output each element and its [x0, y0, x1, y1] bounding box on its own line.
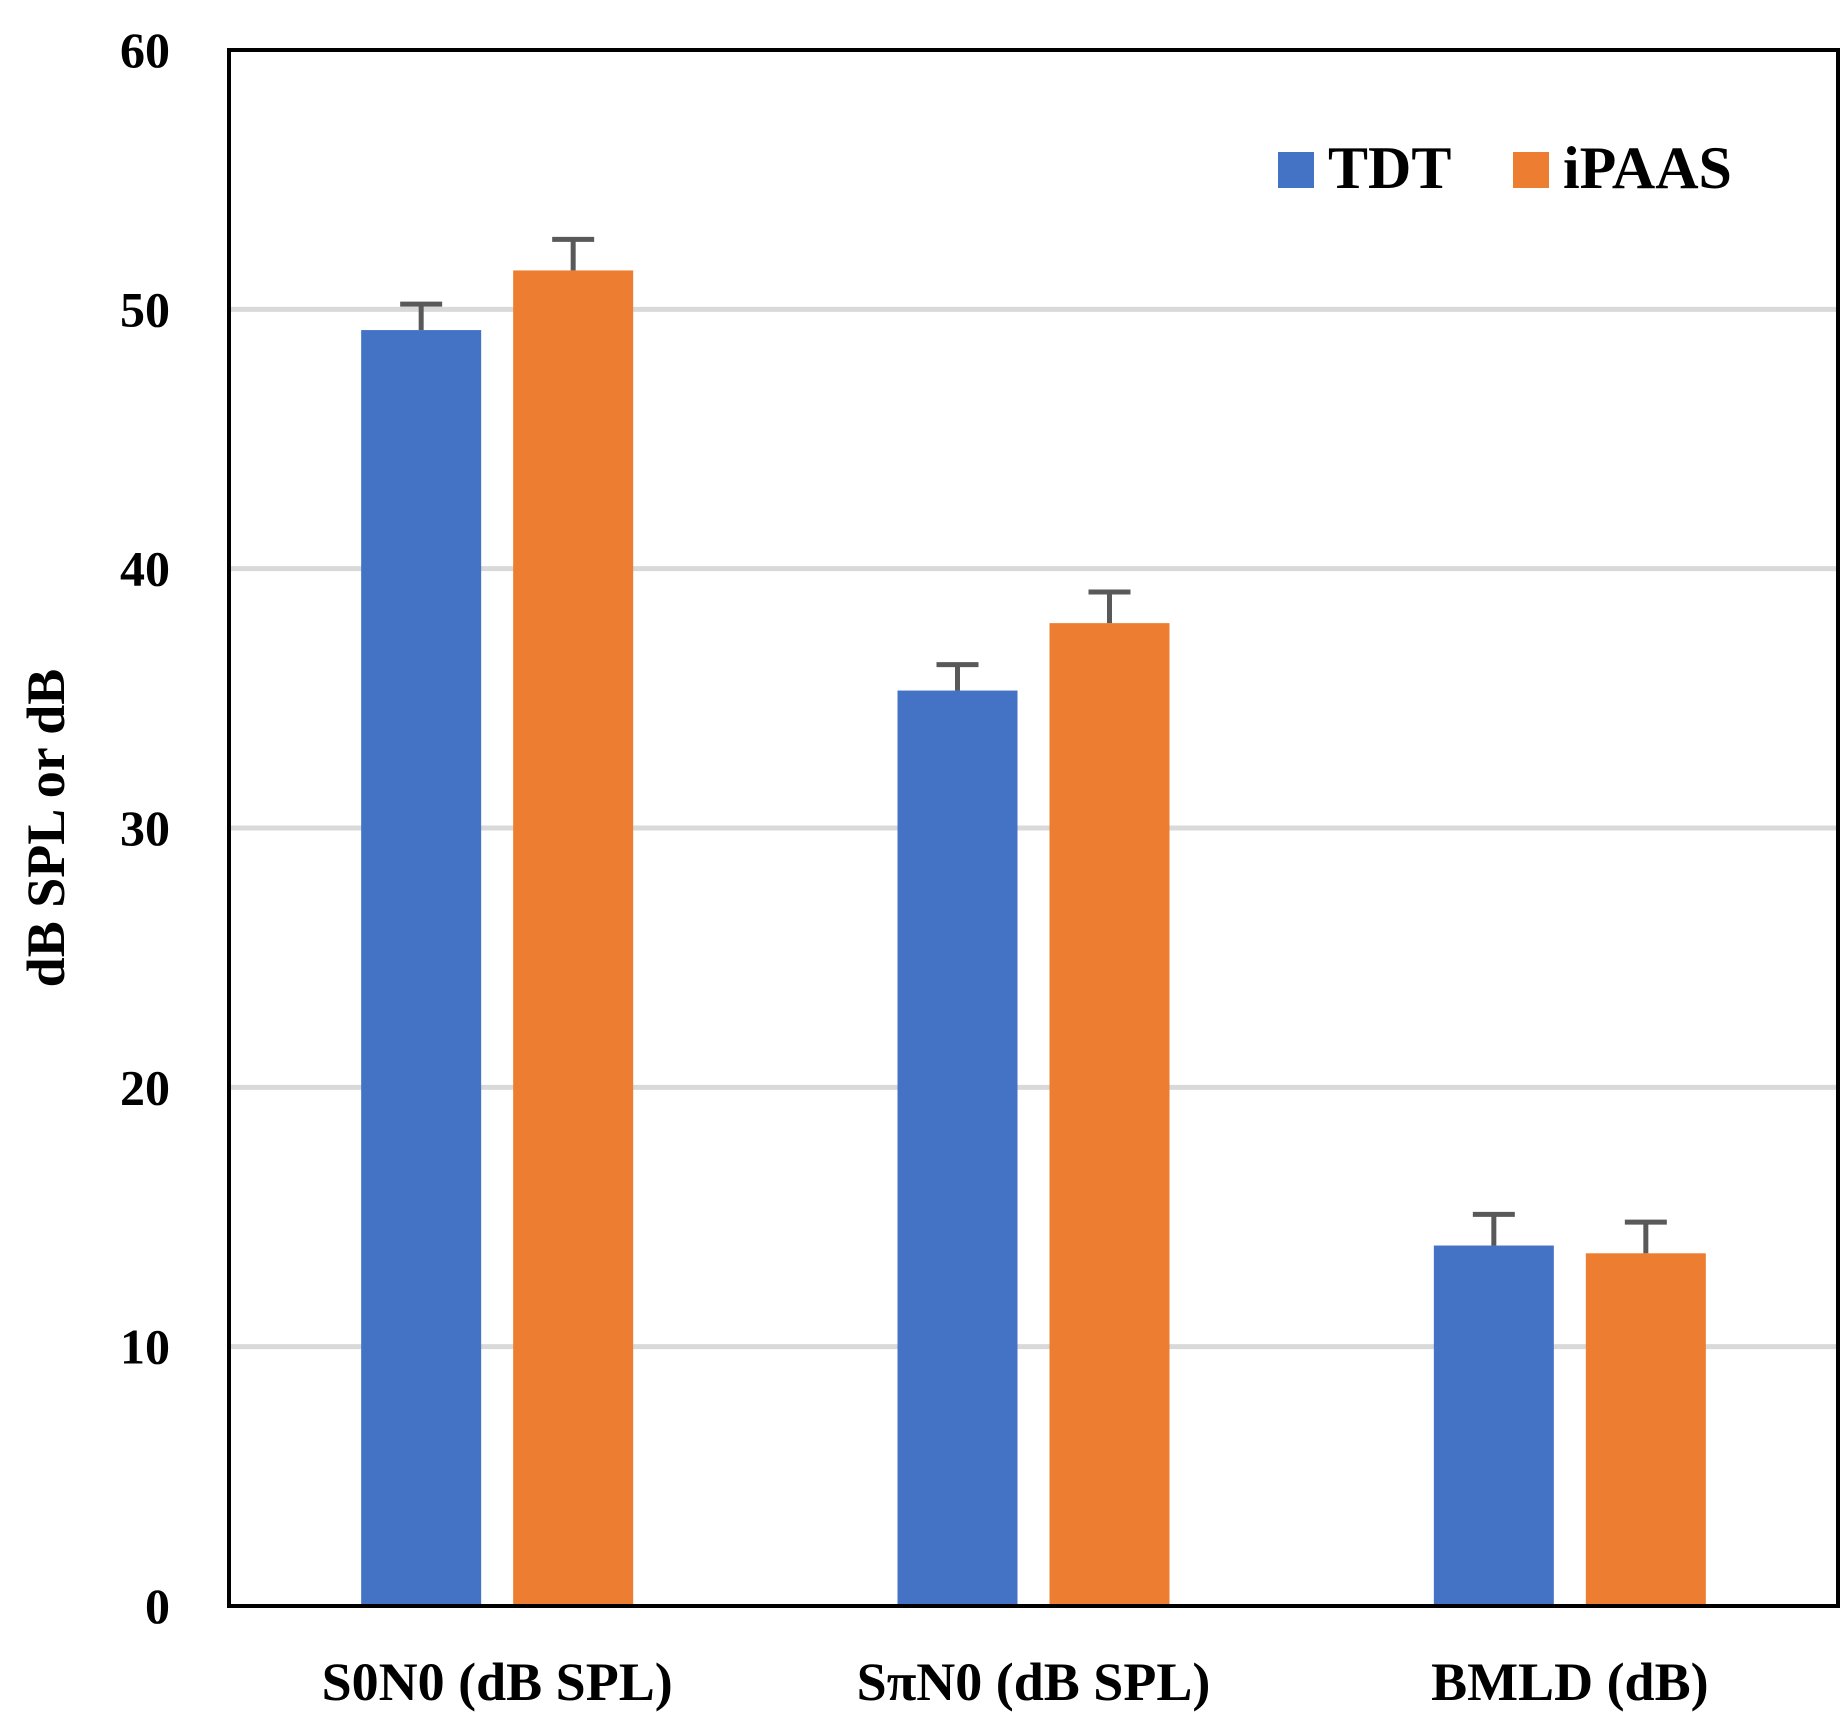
y-tick-label: 30: [120, 800, 170, 856]
y-tick-label: 10: [120, 1319, 170, 1375]
legend: TDT iPAAS: [1278, 135, 1732, 201]
x-axis-categories: S0N0 (dB SPL) SπN0 (dB SPL) BMLD (dB): [322, 1652, 1709, 1712]
legend-swatch-ipaas: [1513, 152, 1549, 188]
x-category-label: SπN0 (dB SPL): [857, 1652, 1211, 1712]
x-category-label: BMLD (dB): [1431, 1652, 1709, 1712]
gridlines: [229, 306, 1838, 1350]
bar-ipaas-0: [513, 270, 634, 1604]
bar-tdt-1: [897, 690, 1018, 1604]
x-category-label: S0N0 (dB SPL): [322, 1652, 673, 1712]
bar-tdt-2: [1433, 1245, 1554, 1604]
legend-label-tdt: TDT: [1328, 135, 1451, 201]
legend-swatch-tdt: [1278, 152, 1314, 188]
y-tick-label: 20: [120, 1059, 170, 1115]
y-tick-label: 40: [120, 541, 170, 597]
error-bars: [400, 236, 1667, 1254]
bar-tdt-0: [361, 330, 482, 1605]
legend-label-ipaas: iPAAS: [1563, 135, 1732, 201]
y-axis-ticks: 0 10 20 30 40 50 60: [120, 22, 170, 1634]
y-axis-title: dB SPL or dB: [16, 669, 76, 988]
y-tick-label: 50: [120, 281, 170, 337]
bars: [361, 270, 1706, 1605]
plot-frame: [227, 48, 1840, 1608]
bar-ipaas-2: [1585, 1253, 1706, 1604]
y-tick-label: 60: [120, 22, 170, 78]
y-tick-label: 0: [145, 1578, 170, 1634]
bar-ipaas-1: [1049, 623, 1170, 1604]
